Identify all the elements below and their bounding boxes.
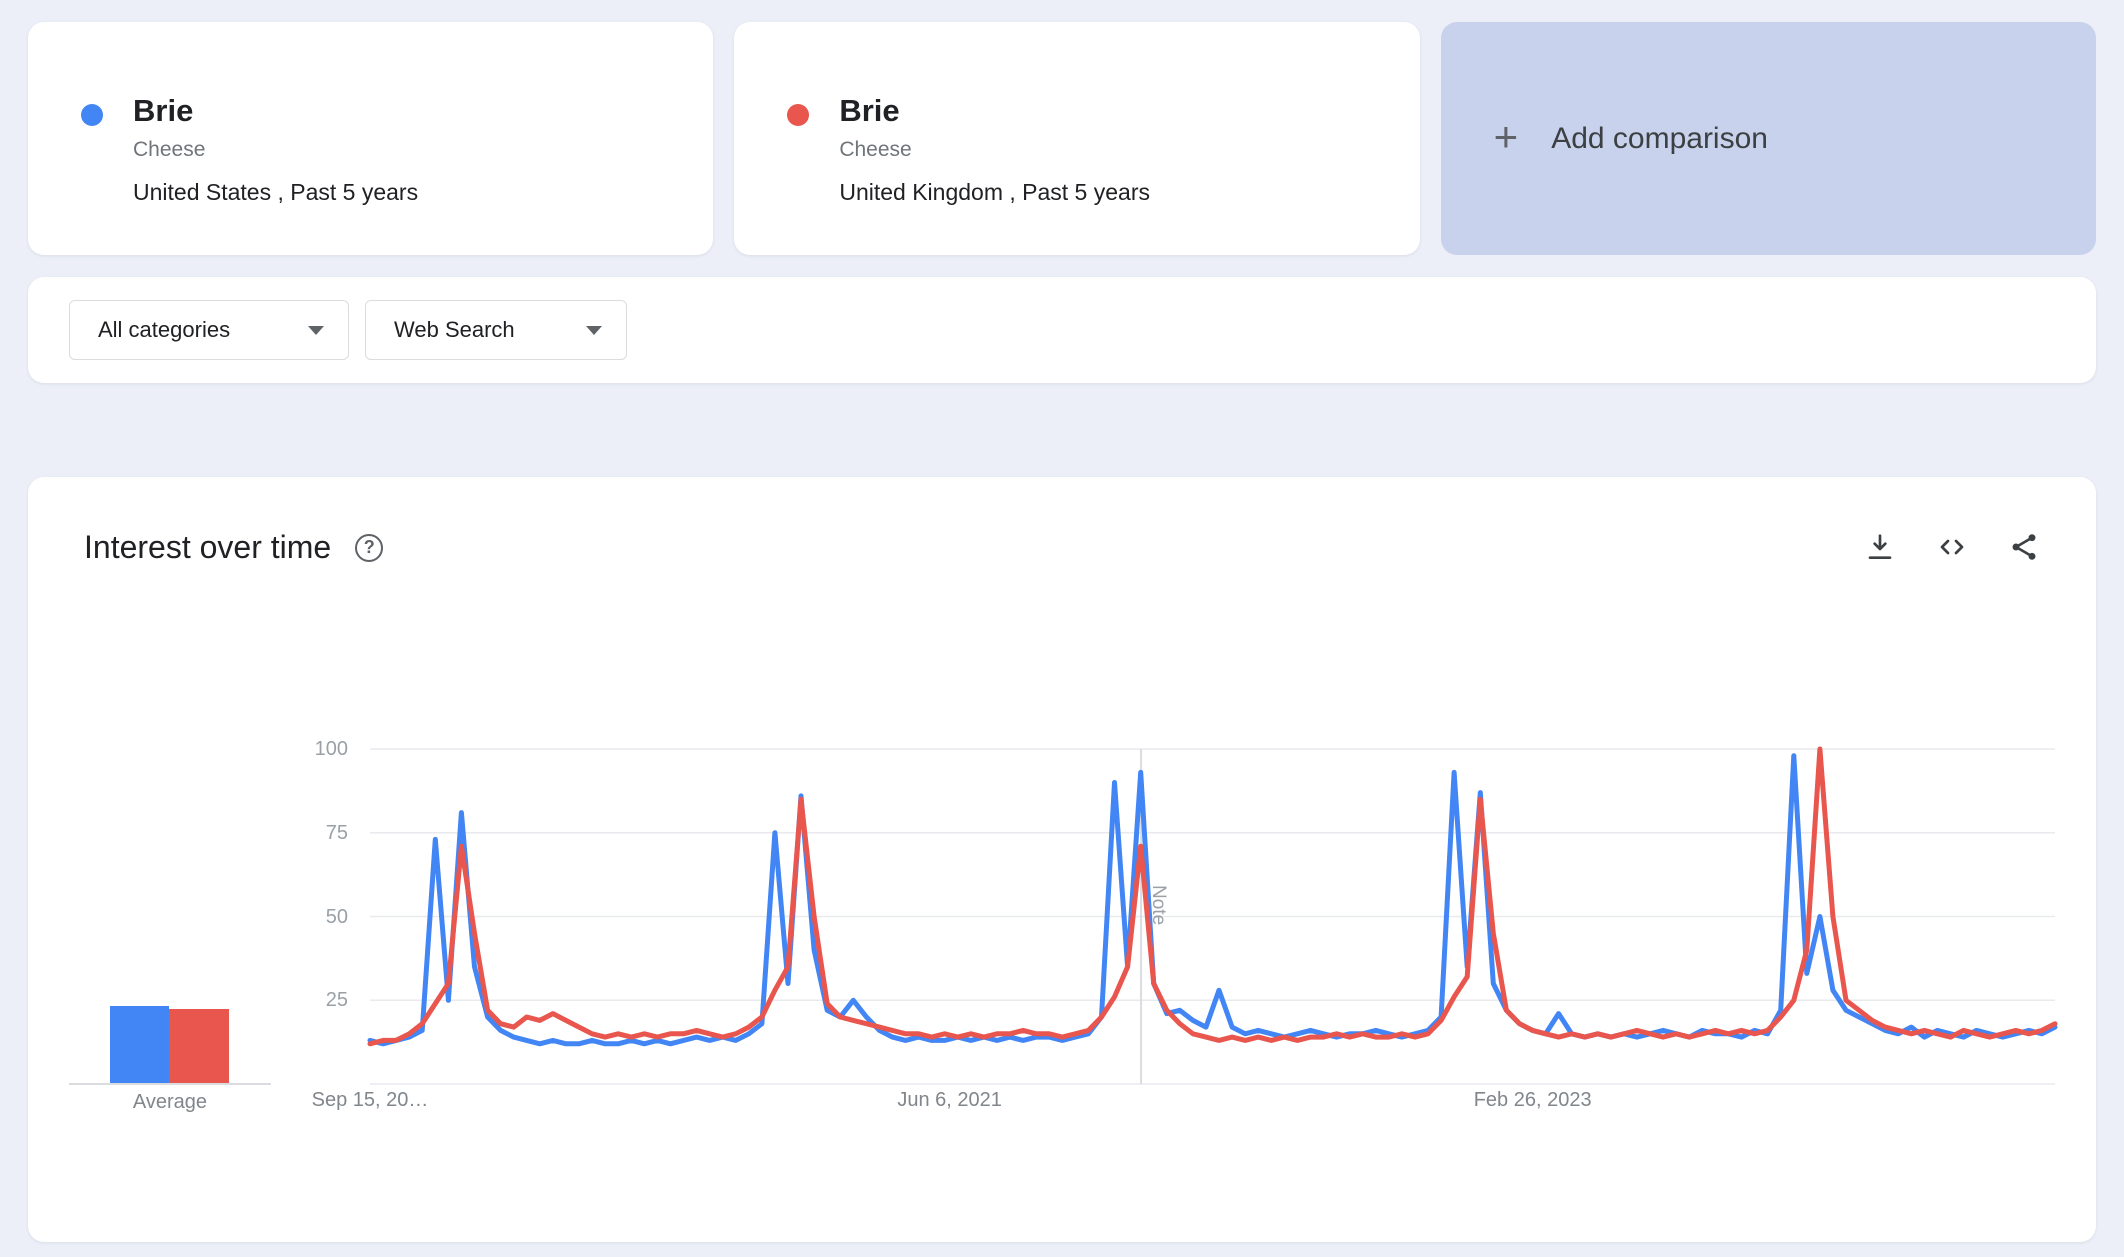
category-dropdown[interactable]: All categories <box>69 300 349 360</box>
chevron-down-icon <box>586 325 602 335</box>
term-color-dot <box>787 104 810 126</box>
chart-actions <box>1864 531 2040 563</box>
note-label: Note <box>1148 885 1170 926</box>
category-dropdown-label: All categories <box>98 317 231 342</box>
x-axis-tick-label: Feb 26, 2023 <box>1473 1089 1592 1111</box>
x-axis-tick-label: Sep 15, 20… <box>311 1089 429 1111</box>
average-label: Average <box>132 1091 208 1113</box>
y-axis-tick-label: 25 <box>325 989 348 1012</box>
term-subtitle: Cheese <box>133 138 206 162</box>
plus-icon: + <box>1493 112 1519 160</box>
comparison-bar: Brie Cheese United States , Past 5 years… <box>28 22 2096 255</box>
chart-plot[interactable] <box>367 746 2058 1085</box>
trends-plot-svg <box>367 746 2058 1085</box>
series-line-1 <box>367 746 2058 1047</box>
term-card-text: Brie Cheese United Kingdom , Past 5 year… <box>839 93 1150 255</box>
help-icon[interactable]: ? <box>355 533 384 562</box>
term-title: Brie <box>839 93 900 128</box>
term-scope: United Kingdom , Past 5 years <box>839 179 1150 206</box>
average-bar <box>110 1006 169 1083</box>
term-color-dot <box>81 104 103 126</box>
filter-bar: All categories Web Search <box>28 277 2096 383</box>
chevron-down-icon <box>308 325 324 335</box>
chart-title: Interest over time <box>84 529 332 565</box>
term-card-us[interactable]: Brie Cheese United States , Past 5 years <box>28 22 714 255</box>
term-card-text: Brie Cheese United States , Past 5 years <box>133 93 419 255</box>
x-axis-tick-label: Jun 6, 2021 <box>897 1089 1002 1111</box>
chart-header: Interest over time ? <box>84 529 384 566</box>
search-type-dropdown[interactable]: Web Search <box>365 300 627 360</box>
add-comparison-button[interactable]: + Add comparison <box>1440 22 2096 255</box>
term-title: Brie <box>133 93 194 128</box>
search-type-dropdown-label: Web Search <box>394 317 515 342</box>
average-bar <box>169 1009 229 1083</box>
add-comparison-label: Add comparison <box>1551 121 1768 155</box>
y-axis-tick-label: 50 <box>325 905 348 928</box>
share-icon[interactable] <box>2008 531 2040 563</box>
y-axis-tick-label: 75 <box>325 821 348 844</box>
interest-over-time-card: Interest over time ? Average Note 25 50 75 1… <box>28 477 2096 1242</box>
embed-icon[interactable] <box>1936 531 1968 563</box>
term-card-uk[interactable]: Brie Cheese United Kingdom , Past 5 year… <box>734 22 1420 255</box>
term-subtitle: Cheese <box>839 138 912 162</box>
term-scope: United States , Past 5 years <box>133 179 419 206</box>
download-icon[interactable] <box>1864 531 1896 563</box>
average-axis-line <box>69 1083 271 1085</box>
y-axis-tick-label: 100 <box>314 738 348 760</box>
